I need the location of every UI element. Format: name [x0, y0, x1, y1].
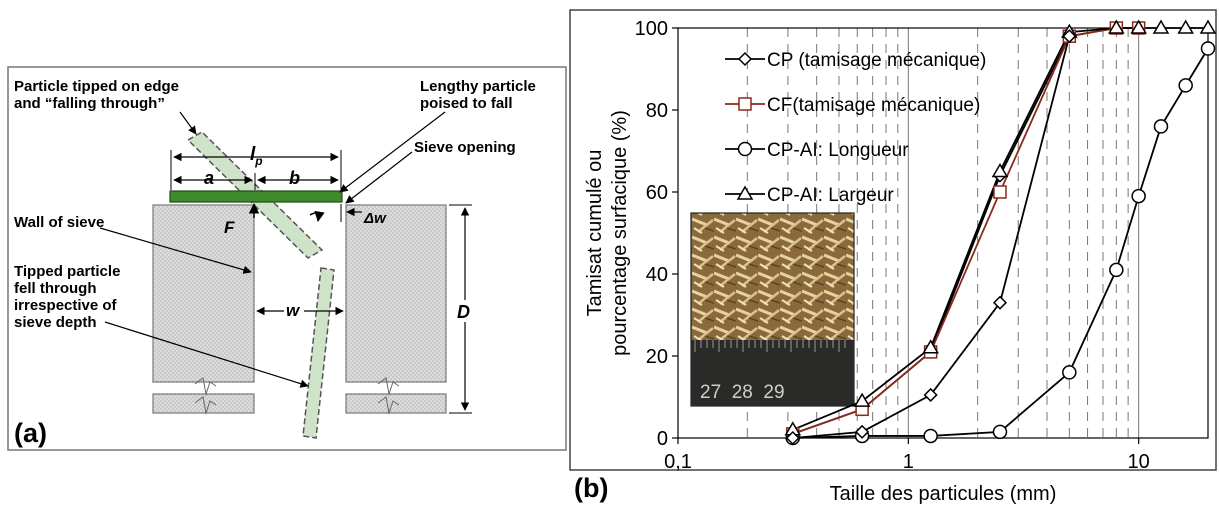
data-point-series-2 — [992, 424, 1008, 440]
label-tipped-fell-4: sieve depth — [14, 314, 97, 331]
data-point-series-2 — [1131, 188, 1146, 204]
data-point-series-2 — [923, 428, 938, 444]
y-tick-label: 0 — [657, 428, 668, 450]
panel-a-label: (a) — [14, 418, 47, 448]
data-point-series-3 — [991, 163, 1009, 178]
lp-label: lp — [250, 144, 263, 168]
label-lengthy-2: poised to fall — [420, 95, 513, 112]
y-tick-label: 20 — [646, 346, 668, 368]
series-layer — [784, 19, 1217, 446]
label-tipped-edge-1: Particle tipped on edge — [14, 78, 179, 95]
data-point-series-1 — [993, 185, 1007, 199]
data-point-series-2 — [1062, 365, 1077, 380]
data-point-series-3 — [1177, 19, 1194, 34]
data-point-series-4 — [992, 295, 1008, 310]
data-point-series-3 — [1199, 19, 1217, 34]
data-point-series-4 — [1062, 29, 1077, 44]
data-point-series-2 — [1153, 119, 1169, 134]
inset-ruler-text: 27 28 29 — [700, 382, 785, 403]
chart-panel: 27 28 29 0,1 1 10 0 20 40 60 80 100 CP (tamisage… — [560, 0, 1219, 509]
legend-marker-0 — [737, 51, 753, 67]
legend-marker-1 — [738, 97, 752, 111]
label-tipped-fell-3: irrespective of — [14, 297, 118, 314]
data-point-series-4 — [923, 387, 938, 403]
y-axis-label-line1: Tamisat cumulé ou — [584, 150, 606, 317]
panel-b-label: (b) — [574, 473, 608, 503]
data-point-series-4 — [855, 424, 870, 439]
a-label: a — [204, 168, 214, 188]
chart-frame — [569, 9, 1217, 471]
w-label: w — [286, 301, 301, 320]
sieve-diagram-panel: lp a b F Δw w D Particle tipped on edge … — [0, 0, 575, 509]
series-line-2 — [792, 48, 1209, 439]
data-point-series-3 — [853, 392, 871, 407]
data-point-series-2 — [1109, 262, 1124, 278]
y-tick-label: 60 — [646, 182, 668, 204]
label-tipped-edge-2: and “falling through” — [14, 95, 165, 112]
lengthy-particle — [169, 190, 343, 203]
y-tick-label: 40 — [646, 264, 668, 286]
delta-w-label: Δw — [363, 210, 387, 227]
data-point-series-2 — [1178, 78, 1193, 93]
legend: CP (tamisage mécanique) CF(tamisage mécan… — [725, 50, 986, 206]
b-label: b — [289, 168, 300, 188]
left-sieve-wall — [152, 204, 255, 415]
legend-label: CP-AI: Largeur — [767, 185, 894, 206]
label-tipped-fell-1: Tipped particle — [14, 263, 120, 280]
label-tipped-fell-2: fell through — [14, 280, 97, 297]
force-label: F — [224, 218, 235, 237]
label-lengthy-1: Lengthy particle — [420, 78, 536, 95]
x-axis-label: Taille des particules (mm) — [830, 483, 1057, 505]
inset-photo: 27 28 29 — [690, 212, 855, 407]
y-tick-label: 100 — [635, 18, 668, 40]
x-tick-label: 1 — [903, 451, 914, 473]
label-sieve-opening: Sieve opening — [414, 139, 516, 156]
y-tick-label: 80 — [646, 100, 668, 122]
legend-marker-3 — [736, 185, 754, 200]
data-point-series-3 — [922, 339, 939, 354]
legend-label: CP-AI: Longueur — [767, 140, 909, 161]
legend-marker-2 — [737, 141, 753, 157]
data-point-series-2 — [1200, 41, 1216, 56]
x-tick-label: 10 — [1128, 451, 1150, 473]
right-sieve-wall — [345, 204, 447, 415]
y-axis-label-line2: pourcentage surfacique (%) — [609, 110, 631, 356]
data-point-series-3 — [1152, 19, 1170, 34]
D-label: D — [457, 302, 470, 322]
legend-label: CF(tamisage mécanique) — [767, 95, 980, 116]
series-line-3 — [792, 27, 1208, 431]
data-point-series-3 — [1130, 19, 1147, 34]
label-wall-of-sieve: Wall of sieve — [14, 214, 104, 231]
x-tick-label: 0,1 — [664, 451, 692, 473]
sieve-diagram: lp a b F Δw w D Particle tipped on edge … — [7, 66, 567, 451]
data-point-series-3 — [1108, 19, 1125, 34]
rotation-arrow-icon — [309, 210, 325, 223]
legend-label: CP (tamisage mécanique) — [767, 50, 986, 71]
plot-area — [677, 27, 1209, 439]
panel-a-frame — [7, 66, 567, 451]
data-point-series-4 — [785, 430, 800, 446]
